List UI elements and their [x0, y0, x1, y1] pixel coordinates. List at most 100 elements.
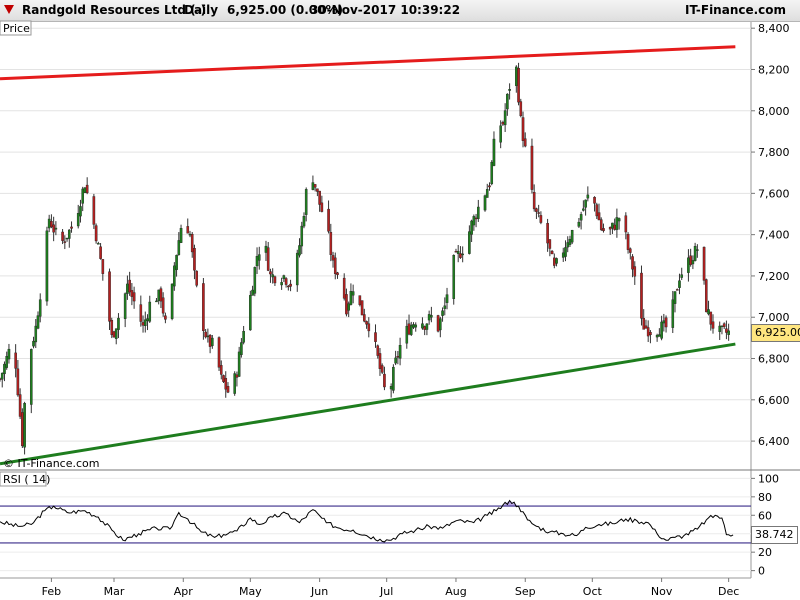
candle-body	[374, 332, 377, 342]
candle-body	[555, 258, 558, 264]
candle-body	[226, 385, 230, 393]
rsi-y-tick-label: 100	[758, 472, 779, 485]
candle-body	[329, 232, 333, 255]
candle-body	[204, 331, 207, 338]
candle-body	[454, 251, 458, 253]
candle-body	[14, 352, 17, 369]
candle-body	[405, 325, 409, 344]
site-name[interactable]: IT-Finance.com	[685, 3, 787, 17]
x-tick-label: May	[239, 585, 262, 598]
price-y-tick-label: 6,800	[758, 353, 790, 366]
candle-body	[671, 299, 675, 328]
candle-body	[280, 282, 283, 286]
candle-body	[550, 250, 554, 255]
candle-body	[101, 259, 105, 274]
rsi-series	[0, 499, 751, 544]
candle-body	[720, 325, 724, 327]
candle-body	[488, 185, 491, 188]
candle-body	[376, 345, 380, 356]
candle-body	[425, 323, 429, 330]
candle-body	[63, 241, 67, 243]
price-y-tick-label: 8,000	[758, 105, 790, 118]
candle-body	[468, 231, 471, 254]
candle-body	[678, 280, 681, 288]
candle-body	[94, 225, 98, 242]
candle-body	[407, 323, 411, 335]
candle-body	[76, 213, 80, 227]
candle-body	[358, 295, 362, 305]
candle-body	[112, 331, 116, 338]
itf-logo-icon	[4, 5, 14, 14]
candle-body	[660, 321, 663, 339]
candle-body	[36, 315, 40, 329]
candle-body	[123, 293, 127, 319]
candle-body	[392, 366, 395, 391]
candle-body	[394, 357, 397, 364]
candle-body	[141, 322, 145, 326]
candle-body	[23, 403, 26, 448]
candle-body	[693, 246, 697, 261]
candle-body	[396, 356, 400, 358]
price-y-tick-labels: 6,400 6,600 6,800 7,000 7,200 7,400 7,600 7,800…	[751, 22, 790, 448]
candle-body	[295, 252, 299, 286]
candle-body	[222, 375, 225, 382]
candle-body	[186, 226, 190, 234]
candle-body	[349, 291, 353, 305]
candle-body	[727, 330, 730, 335]
candle-body	[311, 182, 315, 190]
candle-body	[132, 292, 136, 302]
x-tick-label: Nov	[651, 585, 673, 598]
candle-body	[608, 227, 612, 230]
candle-body	[208, 335, 212, 347]
candle-body	[114, 328, 118, 339]
candle-body	[709, 311, 713, 325]
x-tick-labels: Feb Mar Apr May Jun Jul Aug Sep Oct Nov Dec	[42, 578, 739, 598]
rsi-y-tick-label: 20	[758, 546, 772, 559]
candle-body	[316, 188, 319, 192]
price-y-tick-label: 7,200	[758, 270, 790, 283]
candle-body	[79, 206, 82, 217]
candle-body	[45, 230, 49, 302]
candle-body	[421, 323, 424, 329]
candle-body	[108, 271, 111, 322]
candle-body	[351, 291, 355, 296]
candle-body	[331, 255, 335, 261]
x-tick-label: Aug	[445, 585, 466, 598]
candle-body	[515, 66, 518, 86]
candle-body	[179, 228, 183, 243]
candle-body	[537, 212, 540, 214]
candle-body	[217, 337, 221, 368]
candle-body	[202, 283, 205, 331]
period-label[interactable]: Daily	[184, 3, 219, 17]
candle-body	[360, 300, 364, 316]
candle-body	[501, 122, 505, 125]
candle-body	[584, 199, 587, 208]
candle-body	[378, 353, 382, 369]
candle-body	[673, 291, 677, 304]
candle-body	[409, 325, 413, 335]
candle-body	[257, 254, 261, 261]
price-panel-label: Price	[3, 22, 30, 35]
candle-body	[398, 345, 402, 359]
candle-body	[298, 245, 301, 256]
candle-body	[649, 332, 652, 336]
candle-body	[327, 208, 330, 232]
candle-body	[177, 240, 181, 255]
candle-body	[689, 255, 692, 265]
candle-body	[530, 145, 534, 190]
candle-body	[383, 373, 386, 388]
candle-body	[492, 138, 496, 166]
candle-body	[577, 221, 581, 227]
candle-body	[342, 277, 346, 299]
chart-header: Randgold Resources Ltd (-) Daily 6,925.0…	[0, 0, 800, 22]
candle-body	[472, 216, 476, 226]
candle-body	[595, 204, 599, 217]
candle-body	[32, 340, 35, 347]
candle-body	[725, 328, 728, 333]
candle-body	[128, 279, 131, 293]
candle-body	[300, 225, 304, 247]
candle-body	[617, 218, 621, 222]
candle-body	[490, 161, 494, 185]
candle-body	[65, 237, 69, 240]
